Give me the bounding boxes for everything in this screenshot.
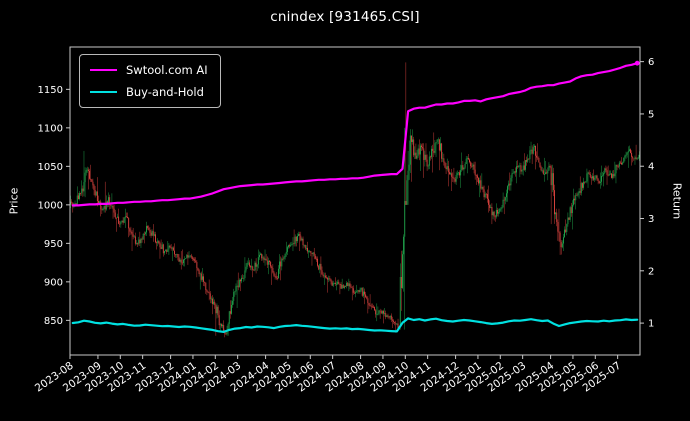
chart-title: cnindex [931465.CSI] bbox=[270, 9, 420, 25]
plot-border bbox=[69, 46, 641, 356]
svg-text:1050: 1050 bbox=[38, 162, 63, 173]
return-axis-ticks: 1 2 3 4 5 6 bbox=[640, 57, 654, 330]
price-axis-label: Price bbox=[7, 187, 21, 215]
legend: Swtool.com AI Buy-and-Hold bbox=[79, 54, 221, 108]
legend-item-ai: Swtool.com AI bbox=[90, 63, 208, 77]
ai-return-line bbox=[71, 60, 640, 207]
svg-text:1000: 1000 bbox=[38, 200, 63, 211]
legend-label-ai: Swtool.com AI bbox=[126, 63, 208, 77]
legend-label-bah: Buy-and-Hold bbox=[126, 85, 204, 99]
return-axis-label: Return bbox=[670, 182, 684, 220]
svg-text:5: 5 bbox=[648, 109, 654, 120]
svg-text:1: 1 bbox=[648, 319, 654, 330]
svg-text:950: 950 bbox=[44, 239, 63, 250]
price-axis-ticks: 850 900 950 1000 1050 1100 1150 bbox=[38, 85, 70, 327]
svg-text:850: 850 bbox=[44, 316, 63, 327]
svg-text:1150: 1150 bbox=[38, 85, 63, 96]
candlestick-series bbox=[70, 62, 640, 338]
svg-text:2: 2 bbox=[648, 266, 654, 277]
buy-and-hold-line bbox=[71, 317, 639, 333]
x-axis-ticks: 2023-082023-092023-102023-112023-122024-… bbox=[33, 355, 623, 395]
svg-text:900: 900 bbox=[44, 277, 63, 288]
svg-text:6: 6 bbox=[648, 57, 654, 68]
svg-text:4: 4 bbox=[648, 162, 654, 173]
svg-text:1100: 1100 bbox=[38, 123, 63, 134]
svg-text:3: 3 bbox=[648, 214, 654, 225]
ai-line-swatch bbox=[90, 69, 117, 71]
legend-item-bah: Buy-and-Hold bbox=[90, 85, 208, 99]
buy-and-hold-line-swatch bbox=[90, 91, 117, 93]
